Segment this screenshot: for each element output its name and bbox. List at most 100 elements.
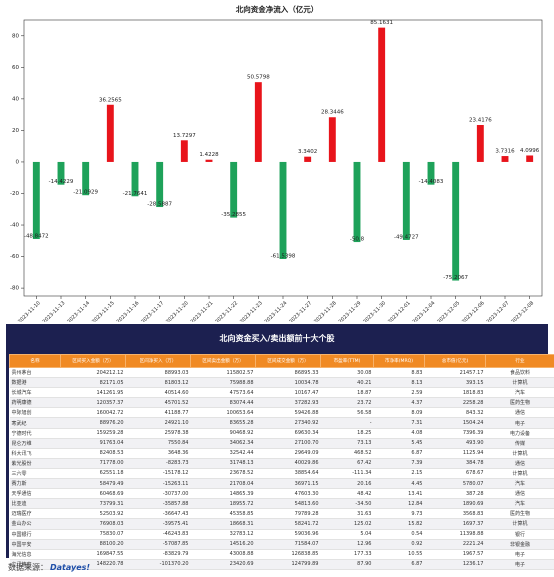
bar <box>328 117 336 162</box>
table-cell: 14516.20 <box>190 539 256 550</box>
y-tick-label: 60 <box>12 65 19 71</box>
x-tick-label: 2023-12-05 <box>436 300 461 322</box>
table-cell: -34.50 <box>320 498 374 510</box>
table-cell: 5.04 <box>320 529 374 540</box>
table-cell: 91763.04 <box>60 438 126 449</box>
table-row: 科大讯飞 82408.53 3648.36 32542.44 29649.09 468.5… <box>9 448 554 459</box>
table-cell: 88976.20 <box>60 417 126 429</box>
table-cell: 87.90 <box>320 559 374 570</box>
table-cell: -83829.79 <box>125 549 191 560</box>
table-cell: 1504.24 <box>424 417 486 429</box>
value-label: -14.4229 <box>49 179 74 185</box>
x-tick-label: 2023-12-01 <box>387 300 412 322</box>
table-cell: 0.54 <box>373 529 425 540</box>
source-label: 数据来源： <box>8 563 48 572</box>
table-cell: 13.41 <box>373 488 425 500</box>
table-cell: 32542.44 <box>190 448 256 459</box>
bar <box>501 156 509 162</box>
table-cell: 7.31 <box>373 417 425 429</box>
table-cell: 27100.70 <box>255 438 321 449</box>
table-cell: 0.92 <box>373 539 425 550</box>
x-tick-label: 2023-11-24 <box>264 300 289 322</box>
table-cell: 7.39 <box>373 458 425 469</box>
table-title: 北向资金买入/卖出额前十大个股 <box>219 334 335 343</box>
table-row: 药明康德 120357.37 45701.52 83074.44 37282.93 23.… <box>9 397 554 409</box>
table-cell: 寒武纪 <box>9 417 61 429</box>
table-cell: -30737.00 <box>125 488 191 500</box>
table-cell: 20.16 <box>320 478 374 490</box>
table-cell: 12.84 <box>373 498 425 510</box>
table-cell: - <box>320 417 374 429</box>
x-tick-label: 2023-11-17 <box>140 300 165 322</box>
table-cell: 81803.12 <box>125 377 191 389</box>
table-cell: 75830.07 <box>60 529 126 540</box>
table-cell: 18.25 <box>320 428 374 439</box>
table-cell: 75988.88 <box>190 377 256 389</box>
table-cell: 迈瑞医疗 <box>9 508 61 520</box>
x-tick-label: 2023-11-29 <box>338 300 363 322</box>
table-cell: 贵州茅台 <box>9 367 61 379</box>
table-cell: 电子 <box>485 559 554 570</box>
table-cell: 29649.09 <box>255 448 321 459</box>
table-cell: 7550.84 <box>125 438 191 449</box>
table-cell: 汽车 <box>485 498 554 510</box>
table-cell: 5.45 <box>373 438 425 449</box>
table-cell: 6.87 <box>373 559 425 570</box>
table-cell: 384.78 <box>424 458 486 469</box>
table-cell: 31.63 <box>320 508 374 520</box>
table-cell: 90468.92 <box>190 428 256 439</box>
table-cell: 1818.83 <box>424 387 486 399</box>
y-tick-label: 80 <box>12 33 19 39</box>
table-cell: 计算机 <box>485 468 554 480</box>
table-row: 立讯精密 148220.78 -101370.20 23420.69 124799.89… <box>9 559 554 570</box>
column-header: 名称 <box>9 354 61 368</box>
footer: 数据来源： Datayes! <box>8 562 90 573</box>
value-label: 36.2565 <box>99 97 122 103</box>
table-cell: 21708.04 <box>190 478 256 490</box>
table-cell: 5780.07 <box>424 478 486 490</box>
table-cell: 立讯精密 <box>9 559 61 570</box>
table-cell: 计算机 <box>485 377 554 389</box>
x-tick-label: 2023-11-27 <box>288 300 313 322</box>
table-cell: 120357.37 <box>60 397 126 409</box>
table-cell: 医药生物 <box>485 508 554 520</box>
bar <box>378 27 386 162</box>
table-cell: 843.32 <box>424 407 486 419</box>
x-tick-label: 2023-11-10 <box>17 300 42 322</box>
table-cell: 天孚通信 <box>9 488 61 500</box>
table-cell: 14865.39 <box>190 488 256 500</box>
table-cell: 电力设备 <box>485 428 554 439</box>
table-cell: -39575.41 <box>125 518 191 530</box>
table-cell: 医药生物 <box>485 397 554 409</box>
table-cell: 83655.28 <box>190 417 256 429</box>
table-cell: 8.83 <box>373 367 425 379</box>
table-cell: 2.59 <box>373 387 425 399</box>
bar <box>427 161 435 185</box>
value-label: -50.8 <box>350 237 365 243</box>
table-cell: 73.13 <box>320 438 374 449</box>
table-cell: 宁德时代 <box>9 428 61 439</box>
value-label: -14.4083 <box>419 179 444 185</box>
value-label: 1.4228 <box>199 152 219 158</box>
table-cell: 86895.33 <box>255 367 321 379</box>
table-cell: -46243.83 <box>125 529 191 540</box>
table-cell: 79789.28 <box>255 508 321 520</box>
bar <box>452 161 460 281</box>
x-tick-label: 2023-12-04 <box>412 300 437 322</box>
table-cell: 计算机 <box>485 518 554 530</box>
table-row: 中国平安 88100.20 -57087.85 14516.20 71584.07 12.… <box>9 539 554 550</box>
table-cell: 2221.24 <box>424 539 486 550</box>
table-cell: 23678.52 <box>190 468 256 480</box>
value-label: 28.3446 <box>321 110 344 116</box>
value-label: -21.0929 <box>73 190 98 196</box>
table-cell: 三六零 <box>9 468 61 480</box>
table-cell: 药明康德 <box>9 397 61 409</box>
table-row: 昆仑万维 91763.04 7550.84 34062.34 27100.70 73.13… <box>9 438 554 449</box>
table-cell: 82408.53 <box>60 448 126 459</box>
table-cell: 计算机 <box>485 448 554 459</box>
y-tick-label: 20 <box>12 128 19 134</box>
table-cell: 科大讯飞 <box>9 448 61 459</box>
table-cell: 3568.83 <box>424 508 486 520</box>
table-cell: 18955.72 <box>190 498 256 510</box>
table-cell: 12.96 <box>320 539 374 550</box>
